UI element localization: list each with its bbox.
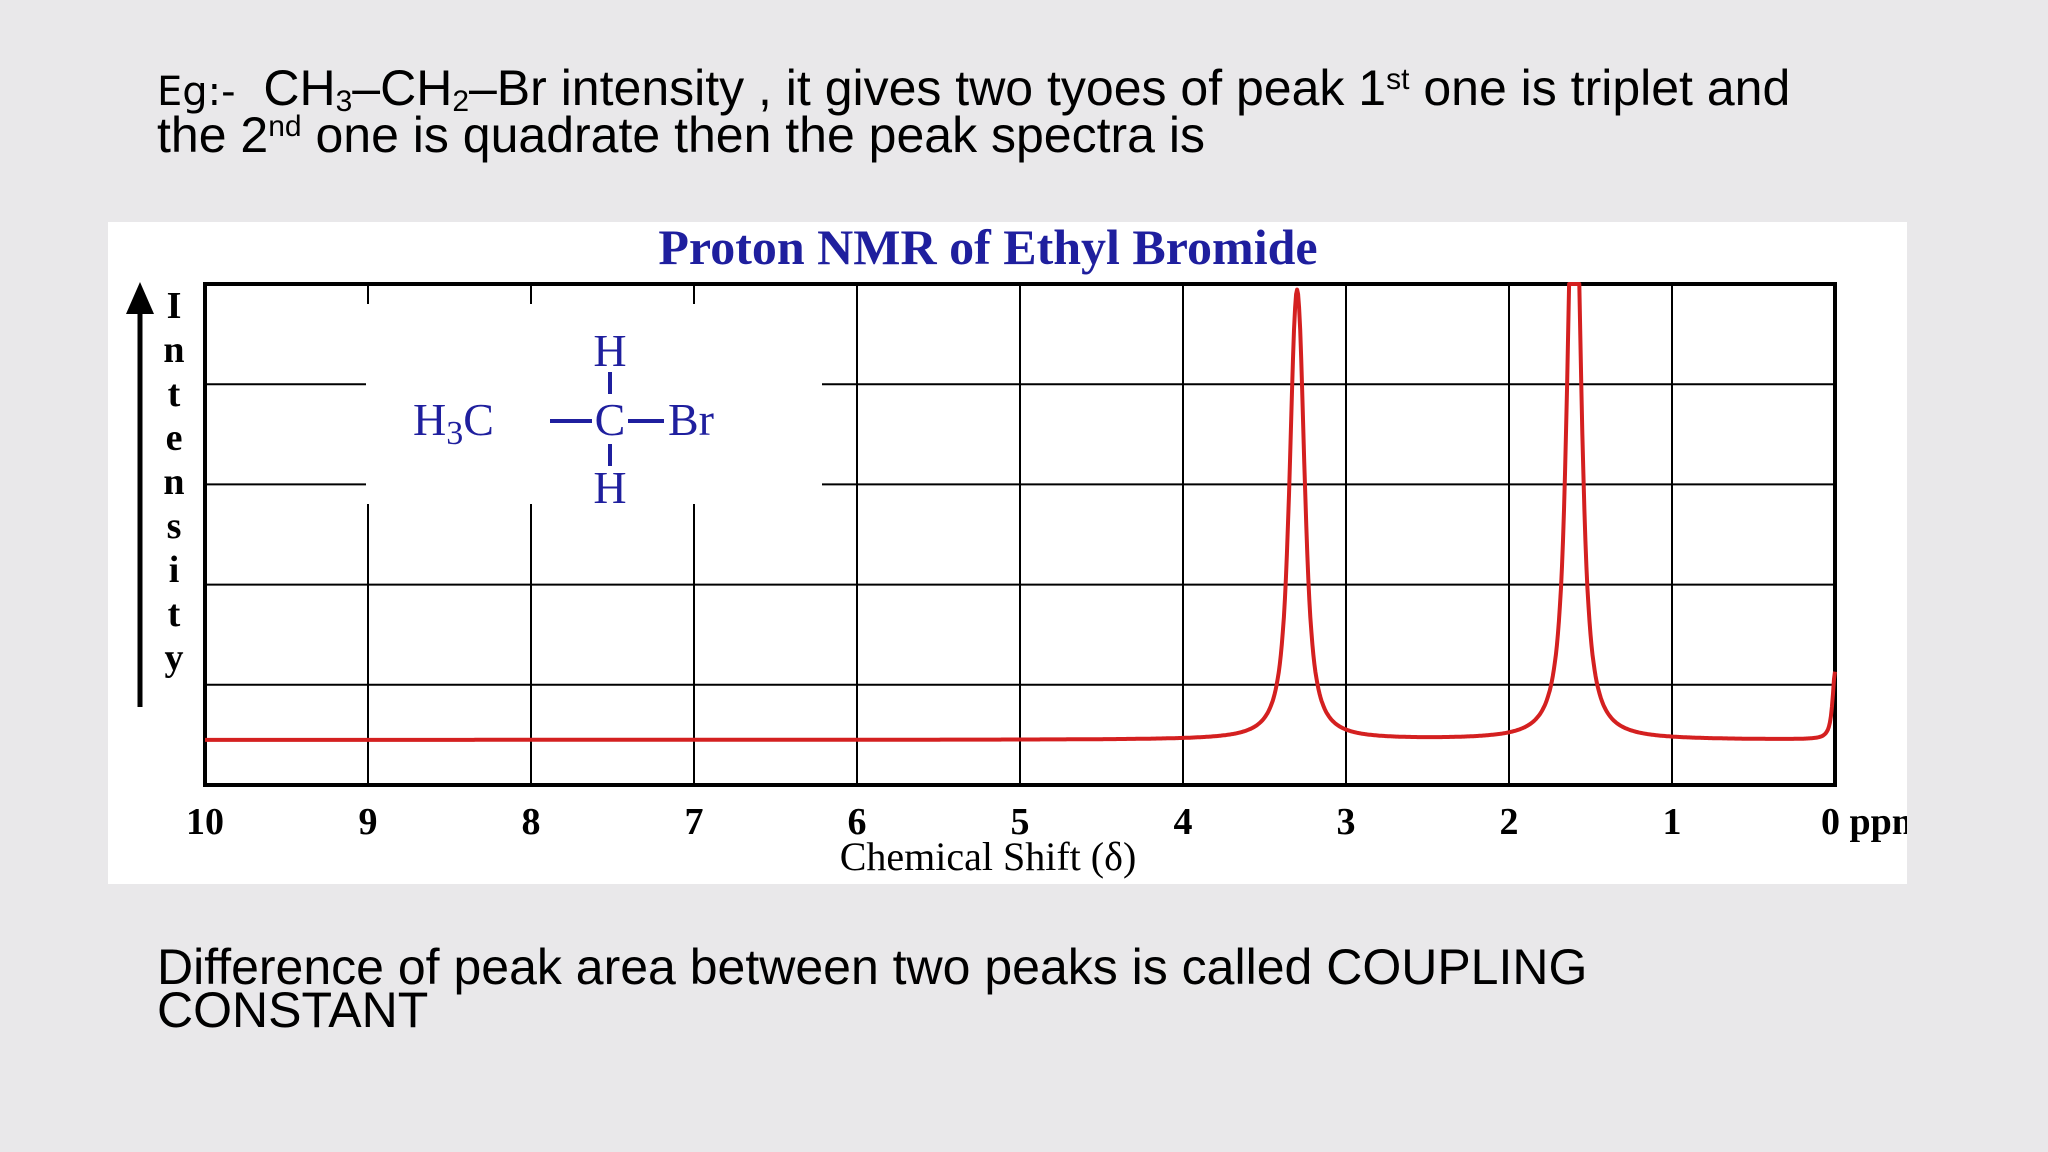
formula-ch3: CH (263, 60, 336, 116)
central-carbon: C (595, 394, 626, 445)
x-tick-label: 9 (359, 801, 378, 843)
structure-backdrop (366, 304, 822, 504)
x-tick-label: 2 (1500, 801, 1519, 843)
x-tick-labels: 10 9 8 7 6 5 4 3 2 1 0 ppm (186, 801, 1907, 843)
x-axis-label: Chemical Shift (δ) (840, 834, 1137, 879)
example-prefix: Eg:- (157, 69, 236, 115)
intro-line-2: the 2nd one is quadrate then the peak sp… (157, 110, 1957, 160)
ethyl-bromide-structure: H H3C C Br H (366, 304, 822, 513)
y-axis-letter: s (167, 505, 182, 547)
conclusion-text: Difference of peak area between two peak… (157, 939, 1588, 1038)
x-tick-label: 7 (685, 801, 704, 843)
formula-ch2: –CH (352, 60, 453, 116)
subscript-3: 3 (335, 85, 353, 118)
intro-line-1: Eg:- CH3–CH2–Br intensity , it gives two… (157, 63, 1957, 117)
nmr-figure: Proton NMR of Ethyl Bromide H H3C C Br H… (108, 222, 1907, 884)
spectrum-line (204, 282, 1837, 742)
intro-line2-start: the 2 (157, 107, 269, 163)
y-axis-letter: n (163, 329, 184, 371)
y-axis-letter: I (167, 285, 182, 327)
y-axis-letter: i (169, 549, 180, 591)
y-axis-letter: t (168, 593, 181, 635)
x-tick-label: 10 (186, 801, 224, 843)
superscript-st: st (1386, 63, 1410, 96)
x-tick-label: 0 ppm (1821, 801, 1907, 843)
y-axis-letter: y (165, 637, 184, 679)
methyl-group: H3C (413, 394, 494, 452)
y-axis-letter: n (163, 461, 184, 503)
intro-text: Eg:- CH3–CH2–Br intensity , it gives two… (157, 63, 1957, 160)
bromine: Br (668, 394, 714, 445)
y-axis-letter: t (168, 373, 181, 415)
intro-sentence: –Br intensity , it gives two tyoes of pe… (469, 60, 1387, 116)
intro-sentence-end: one is triplet and (1409, 60, 1791, 116)
subscript-2: 2 (452, 85, 469, 118)
hydrogen-bottom: H (593, 462, 626, 513)
methyl-subscript: 3 (446, 415, 463, 452)
x-tick-label: 3 (1337, 801, 1356, 843)
x-tick-label: 1 (1663, 801, 1682, 843)
x-tick-label: 6 (848, 801, 867, 843)
chart-title: Proton NMR of Ethyl Bromide (658, 222, 1317, 275)
plot-frame (203, 282, 1837, 787)
x-tick-label: 8 (522, 801, 541, 843)
superscript-nd: nd (268, 110, 302, 143)
hydrogen-top: H (593, 325, 626, 376)
x-tick-label: 5 (1011, 801, 1030, 843)
x-tick-label: 4 (1174, 801, 1193, 843)
y-axis-arrowhead (126, 282, 154, 314)
chart-axes (203, 282, 1837, 787)
methyl-h: H (413, 394, 446, 445)
spectrum-layer (204, 282, 1837, 742)
y-axis-letter: e (166, 417, 183, 459)
nmr-chart: Proton NMR of Ethyl Bromide H H3C C Br H… (126, 222, 1907, 879)
intro-line2-end: one is quadrate then the peak spectra is (301, 107, 1205, 163)
methyl-carbon: C (463, 394, 494, 445)
